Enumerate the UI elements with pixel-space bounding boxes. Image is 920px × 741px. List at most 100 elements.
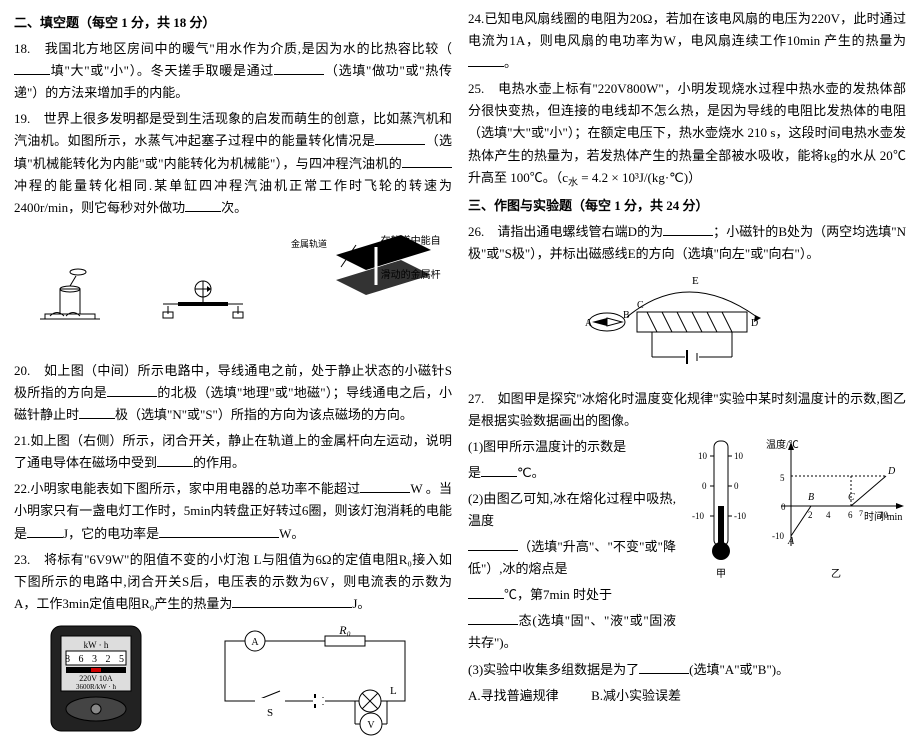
graph-icon: 温度/℃ 时间/min 5 0 -10 2 4 6 7 10 A (766, 436, 906, 566)
blank (157, 454, 193, 467)
svg-text:-10: -10 (734, 511, 746, 521)
q21: 21.如上图（右侧）所示，闭合开关，静止在轨道上的金属杆向左运动，说明了通电导体… (14, 430, 452, 474)
blank (274, 62, 324, 75)
q22-p3: J，它的电功率是 (63, 526, 159, 541)
svg-text:7: 7 (859, 509, 863, 518)
blank (360, 480, 410, 493)
q18: 18. 我国北方地区房间中的暖气"用水作为介质,是因为水的比热容比较（ 填"大"或… (14, 38, 452, 104)
svg-text:6: 6 (848, 510, 853, 520)
blank (185, 199, 221, 212)
optA: A.寻找普遍规律 (468, 688, 559, 703)
svg-text:2: 2 (808, 510, 813, 520)
svg-text:-10: -10 (772, 531, 784, 541)
q23: 23. 将标有"6V9W"的阻值不变的小灯泡 L与阻值为6Ω的定值电阻R₀接入如… (14, 549, 452, 615)
svg-text:S: S (267, 707, 273, 719)
blank (468, 54, 504, 67)
q18-p1: 18. 我国北方地区房间中的暖气"用水作为介质,是因为水的比热容比较（ (14, 41, 452, 56)
q22-p4: W。 (279, 526, 304, 541)
rail-note2: 滑动的金属杆 (381, 270, 441, 281)
svg-text:R₀: R₀ (338, 626, 351, 637)
svg-text:10: 10 (734, 451, 744, 461)
fig-meter: kW · h 8 6 3 2 5 220V 10A 3600R/kW · h (41, 621, 151, 741)
blank (468, 612, 518, 625)
blank (232, 595, 352, 608)
blank (375, 132, 425, 145)
svg-text:A: A (585, 318, 593, 329)
q23-p2: J。 (352, 596, 370, 611)
section2-title: 二、填空题（每空 1 分，共 18 分） (14, 12, 452, 34)
blank (481, 464, 517, 477)
blank (402, 155, 452, 168)
meter-icon: kW · h 8 6 3 2 5 220V 10A 3600R/kW · h (41, 621, 151, 741)
q27-s3p2: (选填"A"或"B")。 (689, 662, 789, 677)
svg-text:C: C (637, 300, 644, 311)
q20: 20. 如上图（中间）所示电路中，导线通电之前，处于静止状态的小磁针S极所指的方… (14, 360, 452, 426)
blank (663, 223, 713, 236)
q19: 19. 世界上很多发明都是受到生活现象的启发而萌生的创意，比如蒸汽机和汽油机。如… (14, 108, 452, 218)
q27-s1l: (1)图甲所示温度计的示数是 (468, 439, 626, 454)
svg-text:A: A (251, 637, 259, 648)
svg-text:kW · h: kW · h (84, 640, 109, 650)
svg-text:10: 10 (879, 510, 889, 520)
q27-s3p1: (3)实验中收集多组数据是为了 (468, 662, 639, 677)
svg-text:D: D (751, 318, 758, 329)
q19-p4: 次。 (221, 200, 247, 215)
svg-text:C: C (848, 492, 855, 503)
q27-s2p1: (2)由图乙可知,冰在熔化过程中吸热,温度 (468, 491, 676, 528)
fig-row-2: kW · h 8 6 3 2 5 220V 10A 3600R/kW · h R… (14, 621, 452, 741)
thermometer-icon: 10 10 0 0 -10 -10 (686, 436, 756, 566)
q27-p1: 27. 如图甲是探究"冰熔化时温度变化规律"实验中某时刻温度计的示数,图乙是根据… (468, 391, 906, 428)
q27: 27. 如图甲是探究"冰熔化时温度变化规律"实验中某时刻温度计的示数,图乙是根据… (468, 388, 906, 432)
svg-text:3600R/kW · h: 3600R/kW · h (76, 683, 116, 691)
svg-text:10: 10 (698, 451, 708, 461)
left-column: 二、填空题（每空 1 分，共 18 分） 18. 我国北方地区房间中的暖气"用水… (14, 8, 452, 643)
fig-graph: 温度/℃ 时间/min 5 0 -10 2 4 6 7 10 A (766, 436, 906, 659)
q27-text: (1)图甲所示温度计的示数是 是℃。 (2)由图乙可知,冰在熔化过程中吸热,温度… (468, 436, 676, 659)
blank (468, 538, 518, 551)
section3-title: 三、作图与实验题（每空 1 分，共 24 分） (468, 195, 906, 217)
fig-thermometer: 10 10 0 0 -10 -10 甲 (686, 436, 756, 659)
compass-icon (153, 254, 253, 324)
blank (159, 525, 279, 538)
q25: 25. 电热水壶上标有"220V800W"，小明发现烧水过程中热水壶的发热体部分… (468, 78, 906, 191)
q26: 26. 请指出通电螺线管右端D的为；小磁针的B处为（两空均选填"N极"或"S极"… (468, 221, 906, 265)
q21-p2: 的作用。 (193, 455, 245, 470)
svg-text:L: L (390, 685, 397, 697)
svg-text:5: 5 (780, 473, 785, 483)
fig-circuit: R₀ A S (205, 626, 425, 736)
blank (79, 406, 115, 419)
svg-text:金属轨道: 金属轨道 (291, 238, 327, 249)
svg-text:0: 0 (734, 481, 739, 491)
fig-solenoid-row: E A B C D (468, 272, 906, 382)
rail-note1: 在轨道中能自由 (381, 236, 441, 264)
svg-text:A: A (787, 536, 795, 547)
svg-text:B: B (623, 310, 630, 321)
svg-text:8 6 3 2 5: 8 6 3 2 5 (65, 654, 127, 665)
q27-options: A.寻找普遍规律 B.减小实验误差 (468, 685, 906, 707)
cap-jia: 甲 (686, 566, 756, 583)
svg-text:V: V (367, 720, 375, 731)
q22-p1: 22.小明家电能表如下图所示，家中用电器的总功率不能超过 (14, 481, 360, 496)
svg-text:B: B (808, 492, 814, 503)
circuit-icon: R₀ A S (205, 626, 425, 736)
fig-row-1: 金属轨道 在轨道中能自由 滑动的金属杆 (14, 225, 452, 354)
q25-p2: = 4.2 × 10³J/(kg·℃)） (578, 170, 701, 185)
right-column: 24.已知电风扇线圈的电阻为20Ω，若加在该电风扇的电压为220V，此时通过电流… (468, 8, 906, 643)
q20-p3: 极（选填"N"或"S"）所指的方向为该点磁场的方向。 (115, 407, 413, 422)
blank (27, 525, 63, 538)
fig-steam (30, 254, 120, 324)
cap-yi: 乙 (766, 566, 906, 583)
svg-text:温度/℃: 温度/℃ (766, 438, 799, 451)
blank (468, 586, 504, 599)
q27-sub3: (3)实验中收集多组数据是为了 (选填"A"或"B")。 (468, 659, 906, 681)
svg-text:0: 0 (781, 502, 786, 512)
optB: B.减小实验误差 (591, 688, 681, 703)
blank (639, 661, 689, 674)
svg-text:0: 0 (702, 481, 707, 491)
q18-p2: 填"大"或"小"）。冬天搓手取暖是通过 (50, 63, 274, 78)
q24-p1: 24.已知电风扇线圈的电阻为20Ω，若加在该电风扇的电压为220V，此时通过电流… (468, 11, 906, 48)
fig-compass (153, 254, 253, 324)
sub-water: 水 (568, 177, 578, 188)
svg-text:-10: -10 (692, 511, 704, 521)
q27-s1u: ℃。 (517, 465, 545, 480)
